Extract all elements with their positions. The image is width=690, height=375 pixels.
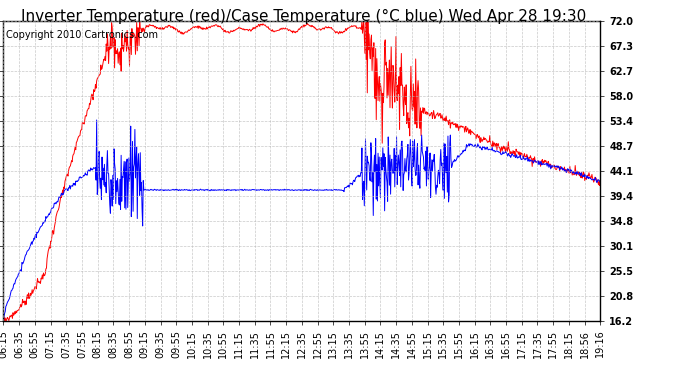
Text: Inverter Temperature (red)/Case Temperature (°C blue) Wed Apr 28 19:30: Inverter Temperature (red)/Case Temperat… <box>21 9 586 24</box>
Text: Copyright 2010 Cartronics.com: Copyright 2010 Cartronics.com <box>6 30 159 40</box>
